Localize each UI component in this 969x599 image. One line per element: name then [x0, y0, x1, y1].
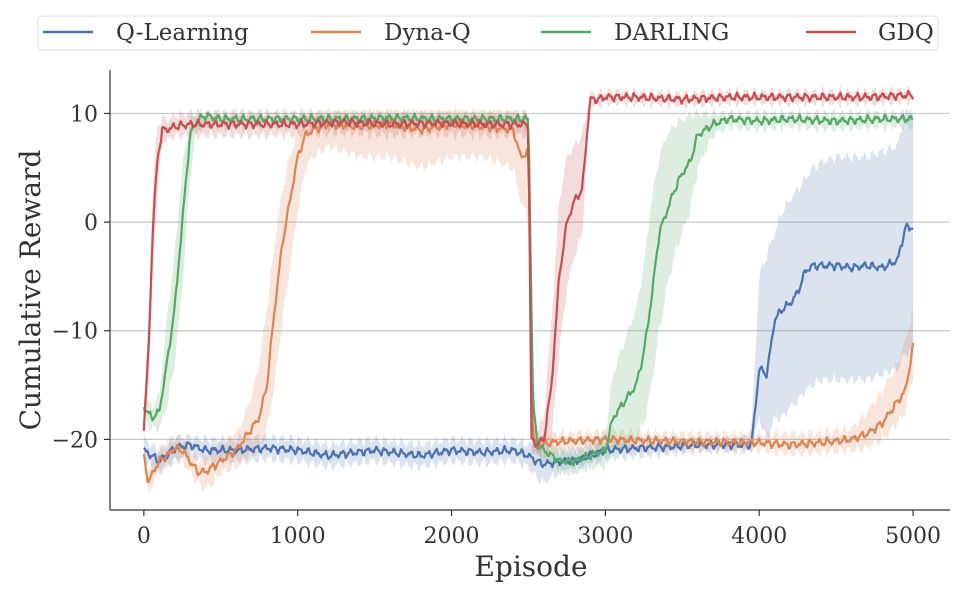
- legend-frame: [37, 15, 939, 51]
- y-tick-label: 10: [70, 102, 98, 127]
- y-axis-ticks: −20 −10 0 10: [52, 102, 110, 453]
- series-line-gdq: [142, 89, 915, 448]
- y-axis-title: Cumulative Reward: [14, 150, 47, 431]
- legend-label-dyna-q: Dyna-Q: [384, 20, 471, 46]
- y-tick-label: 0: [84, 211, 98, 236]
- band-q-learning: [143, 108, 914, 485]
- x-tick-label: 0: [137, 524, 151, 549]
- legend-label-gdq: GDQ: [878, 20, 934, 46]
- x-tick-label: 4000: [731, 524, 787, 549]
- x-axis-ticks: 0 1000 2000 3000 4000 5000: [137, 510, 941, 549]
- x-tick-label: 3000: [577, 524, 633, 549]
- x-axis-title: Episode: [474, 550, 587, 583]
- legend-entry-gdq: GDQ: [806, 20, 934, 46]
- y-tick-label: −20: [52, 428, 98, 453]
- series-line-q-learning: [143, 222, 914, 469]
- y-tick-label: −10: [52, 320, 98, 345]
- legend: Q-Learning Dyna-Q DARLING GDQ: [37, 15, 939, 51]
- legend-entry-q-learning: Q-Learning: [43, 20, 249, 46]
- legend-entry-darling: DARLING: [541, 20, 729, 46]
- x-tick-label: 5000: [885, 524, 941, 549]
- legend-entry-dyna-q: Dyna-Q: [311, 20, 471, 46]
- legend-label-q-learning: Q-Learning: [116, 20, 249, 46]
- x-tick-label: 1000: [270, 524, 326, 549]
- x-tick-label: 2000: [424, 524, 480, 549]
- series-lines: [142, 89, 915, 483]
- legend-label-darling: DARLING: [614, 20, 729, 46]
